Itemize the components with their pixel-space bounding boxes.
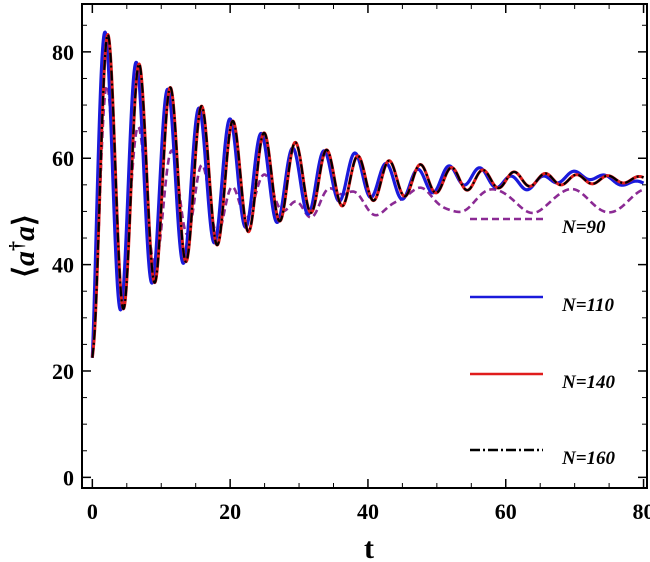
y-tick-label: 80: [52, 40, 74, 65]
y-tick-label: 40: [52, 253, 74, 278]
axis-ticks: 0 20 40 60 80 0 20 40 60 80: [52, 4, 650, 524]
x-tick-label: 20: [219, 499, 241, 524]
series-line-n-160: [91, 33, 645, 358]
y-axis-title-a1: a: [8, 251, 41, 266]
x-axis-title: t: [364, 532, 374, 562]
y-axis-title-a2: a: [8, 226, 41, 241]
legend-label: N=160: [561, 448, 616, 469]
series-line-n-90: [91, 84, 645, 358]
x-tick-label: 40: [357, 499, 379, 524]
x-tick-label: 60: [495, 499, 517, 524]
plot-frame: [81, 3, 648, 489]
legend-label: N=110: [561, 295, 614, 316]
legend-label: N=90: [561, 217, 606, 238]
series-line-n-110: [90, 30, 645, 358]
y-axis-title: ⟨a†a⟩: [6, 214, 41, 277]
y-axis-title-open: ⟨: [8, 266, 41, 278]
y-axis-title-close: ⟩: [8, 214, 41, 226]
x-tick-label: 80: [633, 499, 650, 524]
y-tick-label: 60: [52, 146, 74, 171]
y-tick-label: 0: [63, 465, 74, 490]
x-tick-label: 0: [87, 499, 98, 524]
y-axis-title-dagger: †: [6, 241, 28, 251]
series-layer: [90, 30, 645, 358]
legend: N=90 N=110 N=140 N=160: [470, 217, 616, 469]
legend-label: N=140: [561, 372, 616, 393]
y-tick-label: 20: [52, 359, 74, 384]
